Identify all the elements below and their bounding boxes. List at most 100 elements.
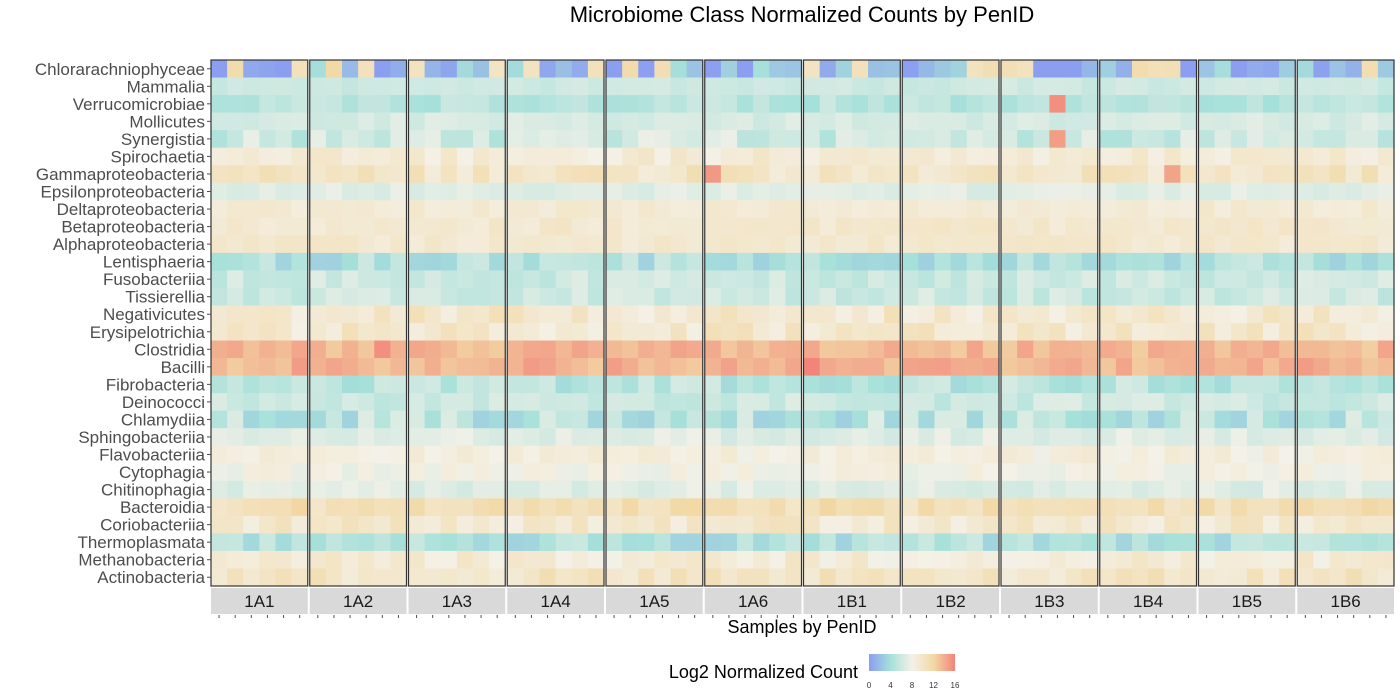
heatmap-cell	[243, 550, 260, 570]
heatmap-cell	[275, 147, 293, 166]
heatmap-cell	[654, 305, 672, 324]
heatmap-cell	[966, 77, 984, 96]
heatmap-cell	[606, 445, 623, 464]
heatmap-cell	[211, 533, 228, 552]
heatmap-cell	[489, 270, 506, 289]
heatmap-cell	[309, 445, 327, 464]
heatmap-cell	[1377, 130, 1395, 149]
heatmap-cell	[259, 95, 277, 114]
heatmap-cell	[211, 358, 228, 377]
heatmap-cell	[622, 533, 639, 552]
heatmap-cell	[670, 165, 688, 184]
panel-label: 1B2	[936, 592, 966, 611]
heatmap-cell	[424, 550, 442, 570]
heatmap-cell	[1180, 480, 1198, 499]
heatmap-cell	[868, 235, 885, 254]
heatmap-cell	[835, 533, 853, 552]
heatmap-cell	[309, 515, 327, 534]
heatmap-cell	[1099, 393, 1117, 412]
heatmap-cell	[1263, 358, 1280, 377]
heatmap-cell	[934, 270, 952, 289]
heatmap-cell	[374, 165, 391, 184]
heatmap-cell	[571, 252, 589, 271]
heatmap-cell	[753, 445, 770, 464]
heatmap-cell	[571, 498, 589, 517]
heatmap-cell	[1148, 165, 1165, 184]
heatmap-cell	[670, 217, 688, 236]
heatmap-cell	[737, 393, 754, 412]
heatmap-cell	[473, 463, 490, 482]
heatmap-cell	[291, 533, 309, 552]
heatmap-cell	[539, 568, 557, 587]
heatmap-cell	[606, 480, 623, 499]
heatmap-cell	[1164, 445, 1181, 464]
heatmap-cell	[227, 130, 244, 149]
heatmap-cell	[803, 182, 821, 201]
heatmap-cell	[884, 235, 901, 254]
heatmap-cell	[868, 95, 885, 114]
heatmap-cell	[753, 568, 770, 587]
heatmap-cell	[638, 287, 655, 307]
heatmap-cell	[753, 463, 770, 482]
heatmap-cell	[868, 375, 885, 394]
heatmap-cell	[1345, 480, 1363, 499]
heatmap-cell	[243, 498, 260, 517]
heatmap-cell	[868, 182, 885, 201]
heatmap-cell	[259, 358, 277, 377]
heatmap-cell	[555, 270, 573, 289]
heatmap-cell	[803, 112, 821, 131]
heatmap-cell	[704, 568, 722, 587]
heatmap-cell	[982, 287, 1000, 307]
heatmap-cell	[1361, 515, 1379, 534]
heatmap-cell	[769, 340, 786, 359]
heatmap-cell	[868, 480, 885, 499]
heatmap-cell	[325, 515, 343, 534]
heatmap-cell	[704, 358, 722, 377]
heatmap-cell	[1345, 235, 1363, 254]
heatmap-cell	[243, 393, 260, 412]
heatmap-cell	[1198, 112, 1216, 131]
heatmap-cell	[473, 165, 490, 184]
heatmap-cell	[325, 77, 343, 96]
heatmap-cell	[456, 60, 474, 79]
heatmap-cell	[342, 217, 359, 236]
heatmap-cell	[753, 375, 770, 394]
heatmap-cell	[1279, 305, 1296, 324]
heatmap-cell	[309, 270, 327, 289]
heatmap-cell	[309, 165, 327, 184]
heatmap-cell	[571, 550, 589, 570]
heatmap-cell	[1263, 515, 1280, 534]
row-label: Negativicutes	[103, 305, 205, 324]
heatmap-cell	[1099, 550, 1117, 570]
heatmap-cell	[275, 480, 293, 499]
heatmap-cell	[211, 95, 228, 114]
heatmap-cell	[884, 393, 901, 412]
heatmap-cell	[1081, 515, 1099, 534]
heatmap-cell	[1361, 182, 1379, 201]
heatmap-cell	[507, 533, 524, 552]
heatmap-cell	[622, 480, 639, 499]
heatmap-cell	[1033, 252, 1050, 271]
heatmap-cell	[737, 60, 754, 79]
heatmap-cell	[408, 533, 426, 552]
heatmap-cell	[851, 182, 869, 201]
heatmap-cell	[737, 305, 754, 324]
heatmap-cell	[211, 340, 228, 359]
heatmap-cell	[950, 463, 968, 482]
heatmap-cell	[785, 498, 803, 517]
heatmap-cell	[325, 165, 343, 184]
heatmap-cell	[243, 428, 260, 447]
heatmap-cell	[390, 480, 408, 499]
heatmap-cell	[523, 568, 541, 587]
heatmap-cell	[1033, 60, 1050, 79]
heatmap-cell	[489, 95, 506, 114]
heatmap-cell	[555, 358, 573, 377]
heatmap-cell	[1279, 340, 1296, 359]
heatmap-cell	[1230, 515, 1248, 534]
heatmap-cell	[1345, 340, 1363, 359]
heatmap-cell	[358, 305, 375, 324]
heatmap-cell	[555, 323, 573, 342]
heatmap-cell	[424, 270, 442, 289]
heatmap-cell	[1214, 410, 1232, 429]
heatmap-cell	[1198, 393, 1216, 412]
